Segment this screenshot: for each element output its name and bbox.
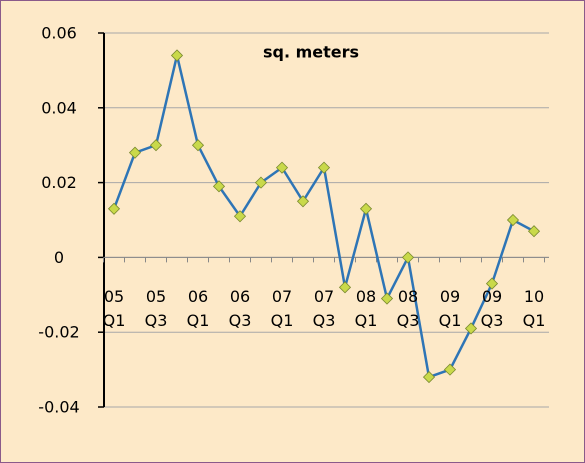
y-tick-label: -0.02 <box>38 323 79 342</box>
marker <box>107 202 121 215</box>
x-tick-label: 08 Q1 <box>354 287 378 330</box>
marker <box>212 180 226 193</box>
marker <box>401 251 415 264</box>
marker <box>149 139 163 152</box>
marker <box>233 210 247 223</box>
x-tick-label: 10 Q1 <box>522 287 546 330</box>
marker <box>443 363 457 376</box>
x-tick-label: 09 Q1 <box>438 287 462 330</box>
marker <box>485 277 499 290</box>
x-tick-label: 09 Q3 <box>480 287 504 330</box>
y-tick-label: 0.02 <box>41 173 77 192</box>
x-tick-label: 08 Q3 <box>396 287 420 330</box>
marker <box>380 292 394 305</box>
x-tick-label: 06 Q3 <box>228 287 252 330</box>
y-tick-label: 0 <box>54 248 64 267</box>
marker <box>338 281 352 294</box>
marker <box>128 146 142 159</box>
x-tick-label: 05 Q3 <box>144 287 168 330</box>
marker <box>170 49 184 62</box>
marker <box>506 213 520 227</box>
y-tick-label: 0.04 <box>41 98 77 117</box>
x-tick-label: 06 Q1 <box>186 287 210 330</box>
marker <box>527 225 541 238</box>
chart-title: sq. meters <box>263 43 359 62</box>
x-tick-label: 05 Q1 <box>102 287 126 330</box>
marker <box>422 371 436 384</box>
marker <box>464 322 478 335</box>
marker <box>275 161 289 174</box>
marker <box>296 195 310 208</box>
y-tick-label: 0.06 <box>41 24 77 43</box>
marker <box>359 202 373 215</box>
marker <box>254 176 268 189</box>
y-tick-label: -0.04 <box>38 398 79 417</box>
marker <box>191 139 205 152</box>
x-tick-label: 07 Q3 <box>312 287 336 330</box>
x-tick-label: 07 Q1 <box>270 287 294 330</box>
marker <box>317 161 331 174</box>
